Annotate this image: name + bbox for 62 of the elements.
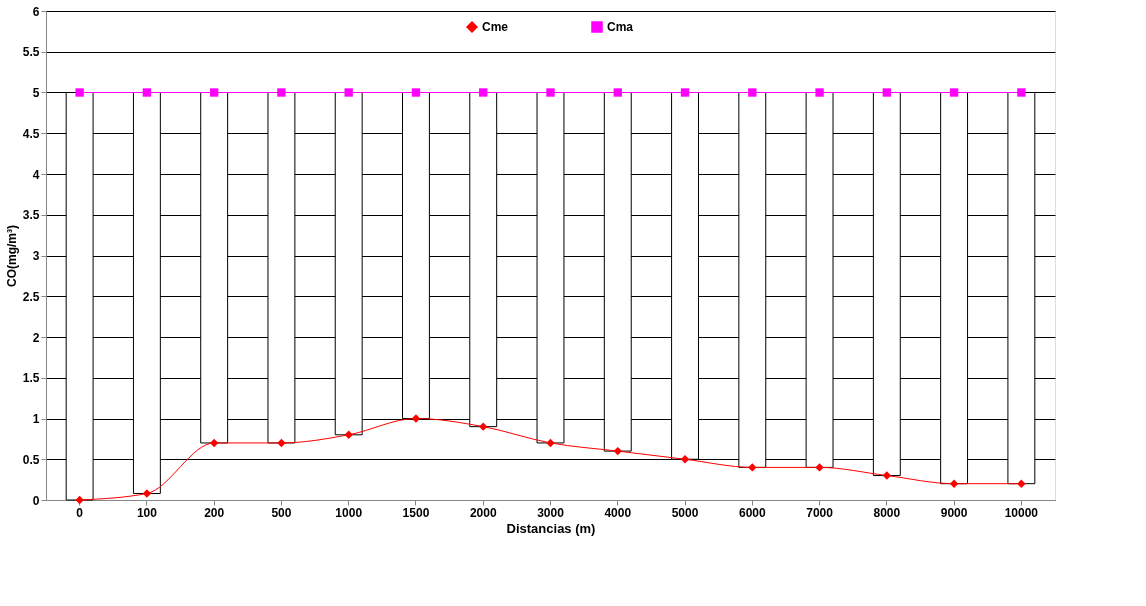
x-tick-label: 200: [204, 505, 225, 520]
point: [209, 88, 219, 97]
point: [209, 438, 219, 448]
y-tick-label: 5.5: [22, 45, 40, 60]
point: [344, 430, 353, 439]
x-tick-label: 10000: [1004, 505, 1039, 520]
x-tick-label: 4000: [604, 505, 632, 520]
point: [344, 88, 353, 97]
point: [546, 438, 555, 448]
legend-label: Cma: [607, 20, 634, 34]
y-tick-label: 3.5: [22, 208, 40, 223]
x-axis-title: Distancias (m): [506, 520, 596, 536]
x-tick-label: 7000: [806, 505, 834, 520]
y-tick-label: 0.5: [22, 452, 40, 467]
x-tick-label: 1500: [402, 505, 430, 520]
y-tick-label: 1.5: [22, 371, 40, 386]
y-tick-label: 2: [32, 330, 40, 345]
point: [75, 88, 84, 97]
x-tick-label: 9000: [940, 505, 968, 520]
point: [277, 88, 286, 97]
point: [815, 88, 824, 97]
point: [613, 446, 622, 456]
point: [949, 479, 959, 488]
point: [882, 471, 892, 480]
point: [479, 88, 488, 97]
point: [613, 88, 622, 97]
y-tick-label: 4.5: [22, 126, 40, 141]
point: [546, 88, 555, 97]
x-tick-label: 1000: [335, 505, 363, 520]
point: [142, 88, 152, 97]
x-tick-label: 3000: [537, 505, 565, 520]
legend-label: Cme: [482, 20, 509, 34]
x-tick-label: 100: [136, 505, 158, 520]
point: [142, 489, 152, 498]
point: [411, 414, 421, 423]
y-axis-title: CO(mg/m³): [4, 225, 19, 287]
y-tick-label: 1: [32, 412, 40, 426]
point: [1017, 479, 1026, 488]
y-tick-label: 2.5: [22, 289, 40, 304]
point: [411, 88, 421, 97]
x-tick-label: 8000: [873, 505, 901, 520]
point: [75, 495, 84, 505]
y-tick-label: 6: [32, 4, 40, 19]
y-tick-label: 4: [32, 167, 40, 182]
point: [479, 422, 488, 431]
y-tick-label: 5: [32, 86, 40, 100]
x-tick-label: 0: [76, 505, 84, 520]
y-tick-label: 0: [32, 493, 40, 508]
x-tick-label: 500: [271, 505, 292, 520]
point: [748, 88, 757, 97]
x-tick-label: 6000: [738, 505, 766, 520]
point: [882, 88, 892, 97]
y-tick-label: 3: [32, 249, 40, 263]
point: [1017, 88, 1026, 97]
x-tick-label: 5000: [671, 505, 699, 520]
point: [949, 88, 959, 97]
point: [748, 463, 757, 472]
point: [815, 463, 824, 472]
point: [277, 438, 286, 448]
x-tick-label: 2000: [469, 505, 497, 520]
point: [680, 455, 690, 464]
point: [680, 88, 690, 97]
